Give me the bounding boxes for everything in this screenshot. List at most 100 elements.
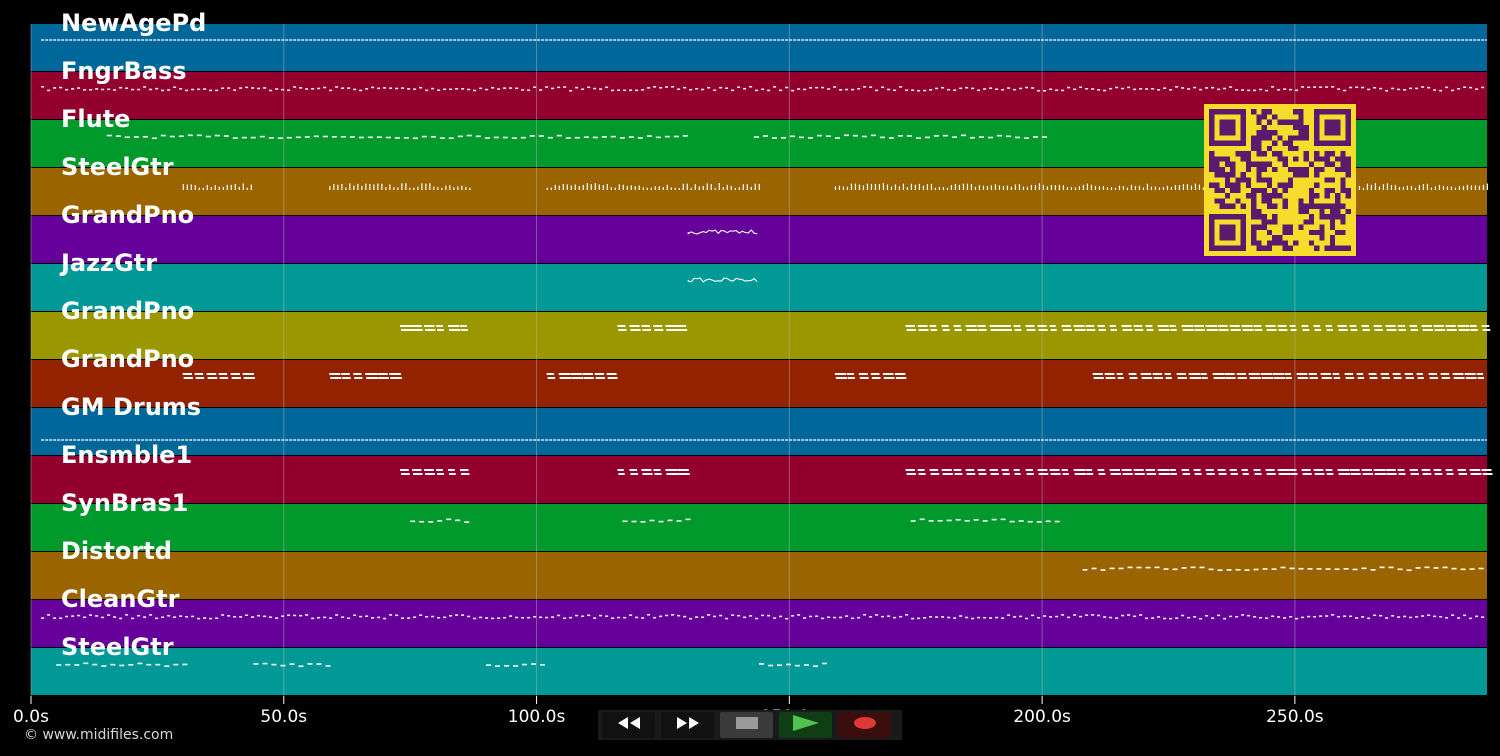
track-lane[interactable] [31, 552, 1487, 599]
track-lane[interactable] [31, 312, 1487, 359]
note [915, 137, 921, 139]
note [1369, 377, 1378, 379]
note [149, 88, 153, 91]
note [1025, 86, 1029, 89]
note [377, 183, 379, 190]
note [1206, 329, 1218, 331]
note [1194, 183, 1197, 190]
note [646, 135, 652, 137]
note [1385, 89, 1389, 92]
note [1146, 473, 1157, 475]
note [1296, 373, 1308, 375]
note [899, 615, 903, 618]
note [455, 519, 461, 522]
note [947, 616, 951, 619]
time-grid [30, 24, 1296, 696]
note [1337, 88, 1341, 90]
note [629, 614, 633, 616]
track-lane[interactable] [31, 360, 1487, 407]
note [137, 662, 143, 665]
note [1121, 325, 1132, 327]
stop-button[interactable] [720, 712, 773, 738]
note [1424, 566, 1430, 569]
note [424, 325, 435, 327]
note [238, 186, 240, 190]
note [1417, 377, 1424, 379]
note [1128, 373, 1137, 375]
note [1043, 89, 1047, 92]
note [1241, 89, 1245, 91]
note [1050, 473, 1061, 475]
rewind-icon [614, 715, 644, 735]
note [1098, 473, 1106, 475]
note [1169, 325, 1176, 327]
note [232, 137, 238, 139]
note [1265, 617, 1269, 619]
note [405, 183, 407, 190]
note [1242, 473, 1249, 475]
note [1061, 325, 1071, 327]
record-button[interactable] [838, 712, 891, 738]
track-lane[interactable] [31, 264, 1487, 311]
note [821, 617, 825, 620]
note [1265, 469, 1275, 471]
note [658, 186, 660, 190]
note [333, 184, 335, 190]
note [1394, 184, 1397, 190]
note [1013, 469, 1020, 471]
note [983, 88, 987, 90]
note [345, 187, 347, 190]
note [1397, 469, 1405, 471]
note [977, 89, 981, 92]
note [1433, 615, 1437, 618]
track-lane[interactable] [31, 408, 1487, 455]
note [593, 87, 597, 90]
note [767, 89, 771, 92]
note [682, 135, 688, 137]
track-lane[interactable] [31, 504, 1487, 551]
note [761, 88, 765, 91]
note [128, 663, 134, 666]
note [899, 86, 903, 88]
note [1074, 329, 1086, 331]
note [1398, 473, 1406, 475]
note [1460, 568, 1466, 571]
track-lane[interactable] [31, 648, 1487, 695]
note [910, 183, 913, 190]
note [1386, 183, 1389, 190]
note [686, 183, 688, 190]
note [437, 520, 443, 522]
note [1283, 617, 1287, 619]
note [209, 617, 213, 620]
rewind-button[interactable] [602, 712, 655, 738]
note [678, 329, 688, 331]
note [467, 615, 471, 618]
note [1036, 521, 1042, 523]
note [1458, 329, 1470, 331]
note [469, 187, 471, 190]
note [749, 615, 753, 617]
track-lane[interactable] [31, 456, 1487, 503]
note [905, 325, 915, 327]
note [1301, 469, 1311, 471]
note [1334, 568, 1340, 571]
note [996, 134, 1002, 137]
note [41, 86, 45, 88]
note [263, 87, 267, 89]
track-lane[interactable] [31, 24, 1487, 71]
note [893, 616, 897, 619]
note [53, 87, 57, 89]
note [367, 136, 373, 139]
track-lane[interactable] [31, 600, 1487, 647]
play-button[interactable] [779, 712, 832, 738]
note [161, 616, 165, 618]
note [361, 185, 363, 190]
note [1410, 185, 1413, 190]
note [1127, 566, 1133, 569]
note [575, 614, 579, 617]
note [385, 187, 387, 190]
fast-forward-button[interactable] [661, 712, 714, 738]
note [1115, 86, 1119, 89]
note [919, 518, 925, 521]
note [1187, 616, 1191, 619]
